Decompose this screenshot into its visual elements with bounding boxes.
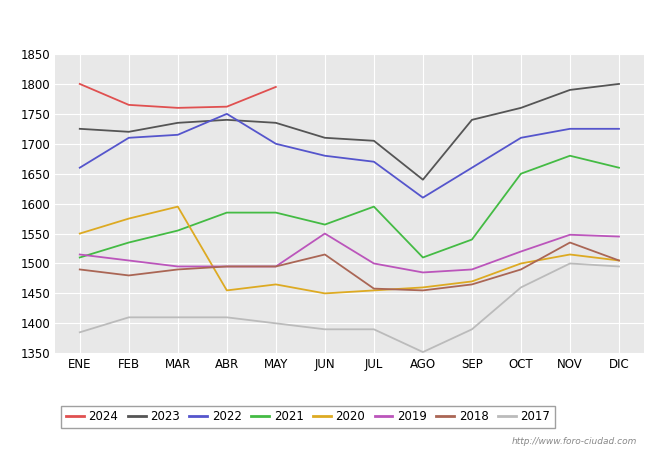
Text: Afiliados en El Boalo a 31/5/2024: Afiliados en El Boalo a 31/5/2024 [188, 14, 462, 33]
Legend: 2024, 2023, 2022, 2021, 2020, 2019, 2018, 2017: 2024, 2023, 2022, 2021, 2020, 2019, 2018… [61, 405, 555, 428]
Text: http://www.foro-ciudad.com: http://www.foro-ciudad.com [512, 436, 637, 446]
